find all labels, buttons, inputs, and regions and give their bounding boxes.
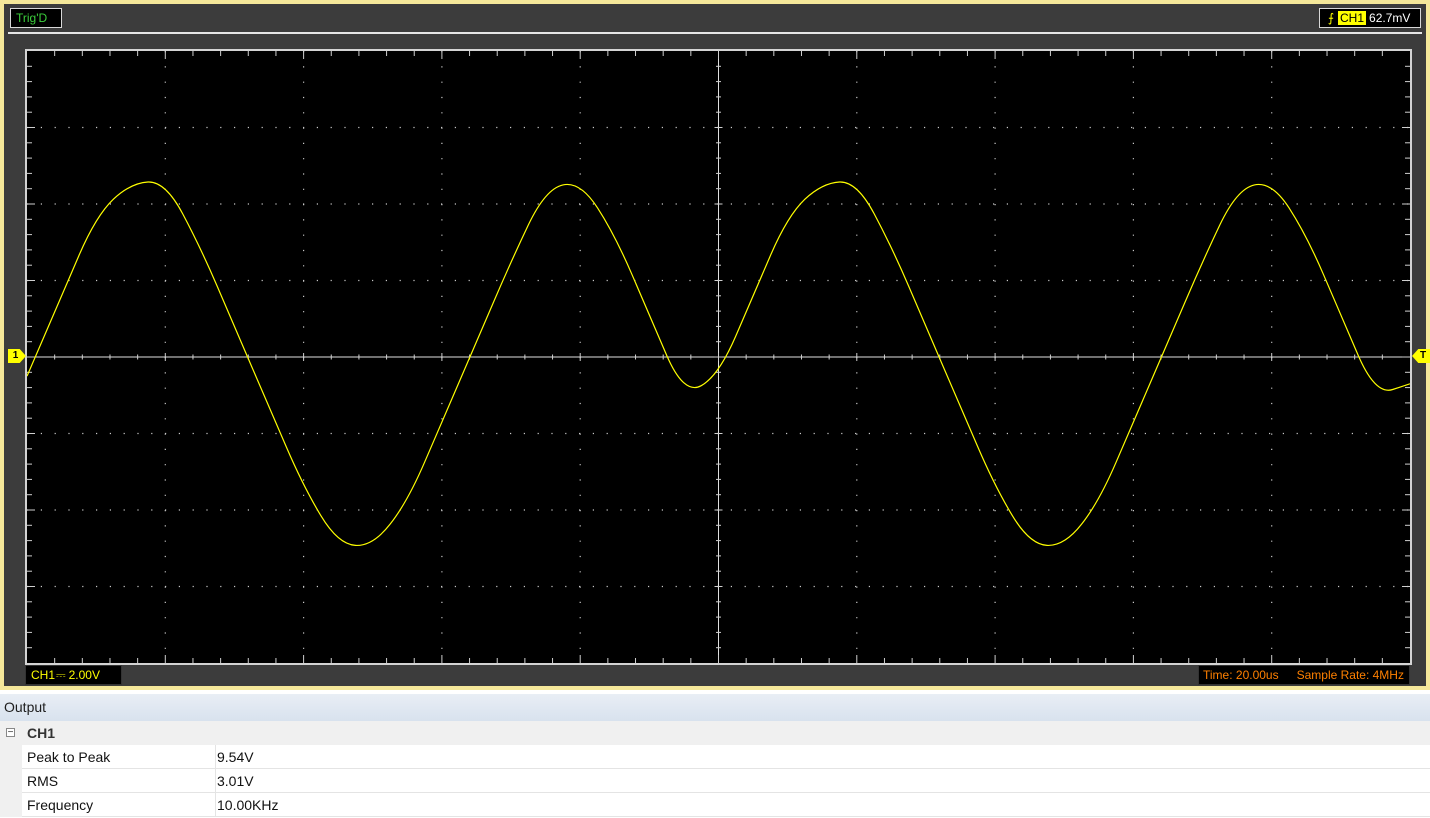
sample-rate: Sample Rate: 4MHz: [1296, 668, 1404, 682]
output-panel: Output − CH1 Peak to Peak 9.54V RMS 3.01…: [0, 694, 1430, 818]
property-row-rms[interactable]: RMS 3.01V: [0, 769, 1430, 793]
dc-coupling-icon: ⎓: [56, 668, 66, 682]
property-name: Peak to Peak: [22, 745, 216, 769]
ch1-property-group[interactable]: − CH1: [0, 721, 1430, 745]
trigger-level-marker[interactable]: T: [1412, 349, 1430, 363]
trigger-status-badge: Trig'D: [10, 8, 62, 28]
output-panel-title: Output: [0, 694, 1430, 721]
property-value: 3.01V: [212, 769, 1430, 793]
property-row-peak-to-peak[interactable]: Peak to Peak 9.54V: [0, 745, 1430, 769]
rising-edge-icon: ⨍: [1327, 11, 1335, 25]
collapse-icon[interactable]: −: [6, 727, 15, 738]
property-row-frequency[interactable]: Frequency 10.00KHz: [0, 793, 1430, 817]
ch1-waveform-trace: [27, 181, 1410, 547]
trigger-settings-badge[interactable]: ⨍ CH1 62.7mV: [1319, 8, 1421, 28]
timebase-badge[interactable]: Time: 20.00us Sample Rate: 4MHz: [1198, 665, 1410, 685]
row-gutter: [0, 769, 22, 793]
oscilloscope-window: Trig'D ⨍ CH1 62.7mV 1 T CH1⎓ 2.00V Time: 20…: [0, 0, 1430, 690]
header-divider: [8, 32, 1422, 34]
ch1-scale-channel: CH1: [31, 668, 56, 682]
oscilloscope-display: Trig'D ⨍ CH1 62.7mV 1 T CH1⎓ 2.00V Time: 20…: [4, 4, 1430, 686]
ch1-scale-badge[interactable]: CH1⎓ 2.00V: [25, 665, 122, 685]
property-value: 9.54V: [212, 745, 1430, 769]
ch1-offset-marker[interactable]: 1: [8, 349, 26, 363]
row-gutter: [0, 793, 22, 817]
property-name: RMS: [22, 769, 216, 793]
waveform-plot: [27, 51, 1410, 663]
property-name: Frequency: [22, 793, 216, 817]
ch1-volts-per-div: 2.00V: [68, 668, 100, 682]
time-per-div: Time: 20.00us: [1203, 668, 1279, 682]
trigger-channel-label: CH1: [1338, 11, 1367, 25]
row-gutter: [0, 745, 22, 769]
waveform-screen[interactable]: [25, 49, 1412, 665]
property-value: 10.00KHz: [212, 793, 1430, 817]
trigger-level-value: 62.7mV: [1369, 11, 1411, 25]
property-group-name: CH1: [27, 725, 56, 741]
